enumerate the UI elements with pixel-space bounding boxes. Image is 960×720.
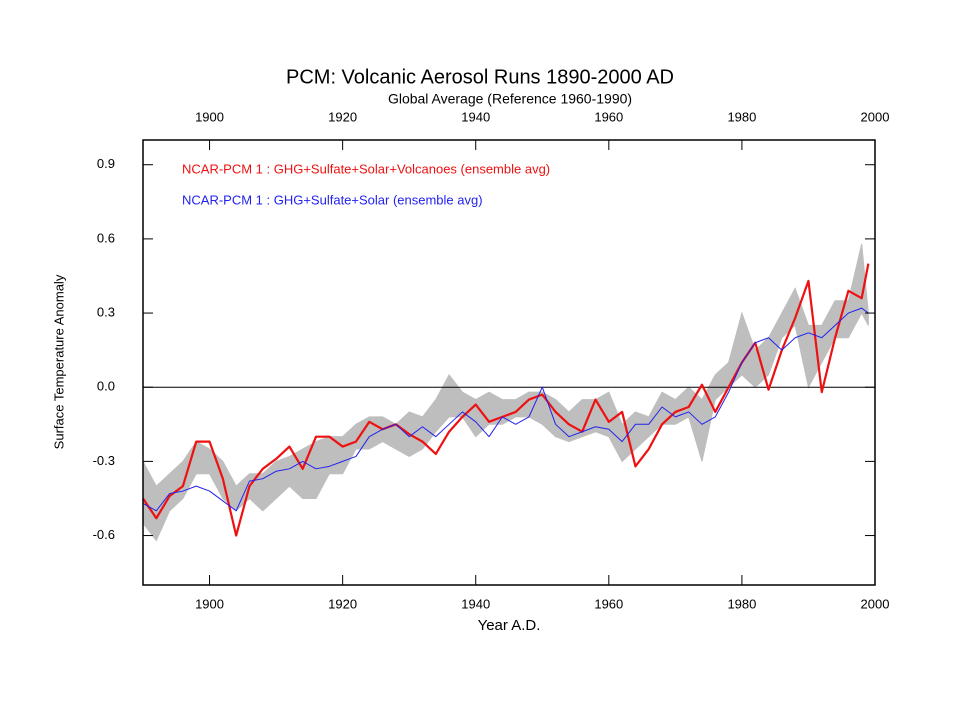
x-tick-label: 1960 (594, 596, 623, 611)
x-tick-label-top: 1920 (328, 109, 357, 124)
y-tick-label: 0.3 (97, 304, 115, 319)
range-band (142, 243, 869, 542)
legend-label: NCAR-PCM 1 : GHG+Sulfate+Solar (ensemble… (182, 192, 483, 207)
x-tick-label: 1920 (328, 596, 357, 611)
y-tick-label: 0.9 (97, 156, 115, 171)
y-tick-label: -0.3 (93, 453, 115, 468)
series-line (142, 307, 869, 512)
x-tick-label: 1940 (461, 596, 490, 611)
x-axis-label: Year A.D. (478, 617, 541, 634)
x-tick-label: 1980 (727, 596, 756, 611)
chart-title: PCM: Volcanic Aerosol Runs 1890-2000 AD (286, 66, 674, 88)
legend-label: NCAR-PCM 1 : GHG+Sulfate+Solar+Volcanoes… (182, 161, 550, 176)
y-axis-label: Surface Temperature Anomaly (51, 274, 66, 449)
x-tick-label-top: 1980 (727, 109, 756, 124)
x-tick-label: 2000 (861, 596, 890, 611)
plot-frame (142, 139, 876, 586)
x-tick-label-top: 2000 (861, 109, 890, 124)
y-tick-label: 0.0 (97, 379, 115, 394)
chart-subtitle: Global Average (Reference 1960-1990) (388, 91, 632, 107)
x-tick-label-top: 1960 (594, 109, 623, 124)
y-tick-label: 0.6 (97, 230, 115, 245)
x-tick-label-top: 1940 (461, 109, 490, 124)
y-tick-label: -0.6 (93, 527, 115, 542)
x-tick-label-top: 1900 (195, 109, 224, 124)
x-tick-label: 1900 (195, 596, 224, 611)
